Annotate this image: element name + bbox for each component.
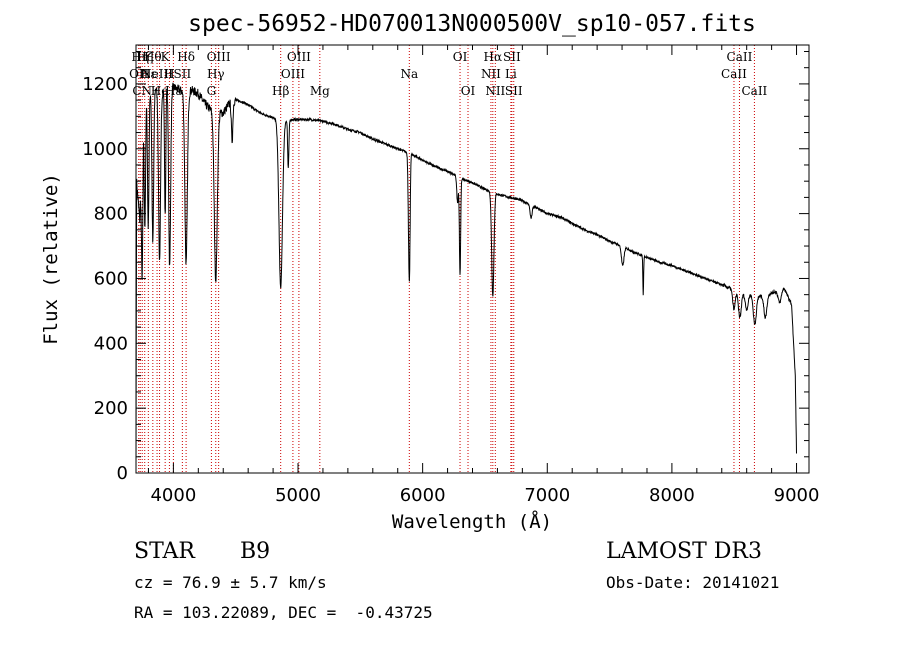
line-marker-label: Hζ	[136, 50, 153, 64]
y-tick-label: 400	[94, 333, 128, 354]
spectrum-line	[135, 82, 797, 474]
line-marker-label: Hγ	[207, 67, 225, 81]
y-tick-label: 1000	[82, 139, 128, 160]
x-axis-label: Wavelength (Å)	[392, 510, 552, 533]
y-axis-ticks: 0 200 400 600 800 1000 1200	[82, 50, 809, 484]
coordinates: RA = 103.22089, DEC = -0.43725	[134, 603, 433, 622]
line-marker-label: OIII	[287, 50, 311, 64]
emission-line-markers	[138, 45, 755, 473]
x-tick-label: 6000	[400, 485, 446, 506]
line-marker-label: Hβ	[272, 84, 289, 98]
x-axis-ticks: 4000 5000 6000 7000 8000 9000	[147, 45, 820, 506]
line-marker-label: NII	[481, 67, 501, 81]
line-marker-label: CN	[132, 84, 152, 98]
x-tick-label: 8000	[649, 485, 695, 506]
y-tick-label: 1200	[82, 74, 128, 95]
line-marker-label: SII	[174, 67, 192, 81]
line-marker-label: OII	[129, 67, 149, 81]
x-tick-label: 4000	[150, 485, 196, 506]
plot-frame	[135, 44, 810, 474]
x-tick-label: 9000	[774, 485, 820, 506]
line-marker-label: H	[164, 67, 174, 81]
line-marker-label: K	[161, 50, 171, 64]
y-tick-label: 800	[94, 204, 128, 225]
line-marker-label: OI	[453, 50, 468, 64]
chart-title: spec-56952-HD070013N000500V_sp10-057.fit…	[188, 11, 756, 37]
x-tick-label: 5000	[275, 485, 321, 506]
y-axis-label: Flux (relative)	[40, 173, 62, 345]
line-marker-label: CaII	[741, 84, 767, 98]
x-tick-label: 7000	[524, 485, 570, 506]
line-marker-label: Mg	[310, 84, 330, 98]
line-marker-label: NII	[485, 84, 505, 98]
line-marker-label: Li	[505, 67, 517, 81]
survey-name: LAMOST DR3	[606, 539, 762, 564]
line-marker-label: OI	[461, 84, 476, 98]
line-marker-label: CaII	[721, 67, 747, 81]
line-marker-label: OIII	[281, 67, 305, 81]
object-type: STAR	[134, 539, 195, 564]
line-marker-label: NeIII	[141, 67, 173, 81]
observation-date: Obs-Date: 20141021	[606, 573, 780, 592]
redshift-velocity: cz = 76.9 ± 5.7 km/s	[134, 573, 327, 592]
y-tick-label: 0	[117, 463, 128, 484]
line-marker-label: Hε	[140, 67, 157, 81]
line-marker-label: SII	[505, 84, 523, 98]
line-marker-label: OIII	[207, 50, 231, 64]
y-tick-label: 600	[94, 268, 128, 289]
line-marker-label: G	[207, 84, 217, 98]
line-marker-label: Hα	[484, 50, 503, 64]
spectral-subclass: B9	[240, 539, 271, 564]
line-marker-label: Hδ	[177, 50, 195, 64]
line-marker-label: CaII	[727, 50, 753, 64]
y-tick-label: 200	[94, 398, 128, 419]
line-marker-label: Hθ	[144, 50, 162, 64]
line-marker-label: Na	[400, 67, 418, 81]
emission-line-labels: OIIHηCNHζHεHθNeIIIHeKHHεSIIHδGHγOIIIHβOI…	[129, 50, 767, 98]
line-marker-label: SII	[503, 50, 521, 64]
spectrum-chart: spec-56952-HD070013N000500V_sp10-057.fit…	[40, 11, 820, 533]
